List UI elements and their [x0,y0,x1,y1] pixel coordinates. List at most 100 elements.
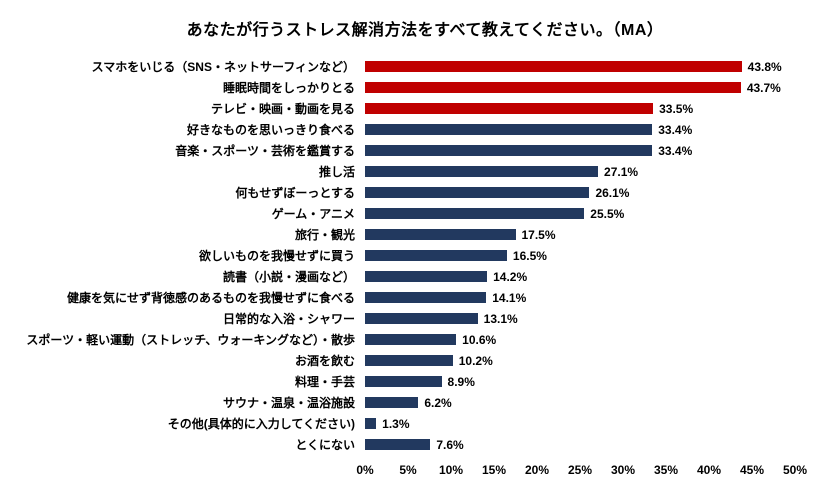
category-label: サウナ・温泉・温浴施設 [222,396,355,410]
bar-plot-area: 43.8% [365,56,795,77]
category-label: テレビ・映画・動画を見る [210,102,355,116]
category-label: スマホをいじる（SNS・ネットサーフィンなど） [91,60,355,74]
value-label: 27.1% [604,164,639,179]
bar-row: 料理・手芸 8.9% [10,371,840,392]
x-tick-label: 5% [399,463,417,477]
bar [365,166,599,177]
bar-plot-area: 7.6% [365,434,795,455]
x-axis: 0% 5% 10% 15% 20% 25% 30% 35% 40% 45% 50% [356,463,807,481]
bar [365,271,488,282]
value-label: 26.1% [595,185,630,200]
bar-row: お酒を飲む 10.2% [10,350,840,371]
bar-row: ゲーム・アニメ 25.5% [10,203,840,224]
bar-rows: スマホをいじる（SNS・ネットサーフィンなど） 43.8% 睡眠時間をしっかりとる 4… [10,56,840,455]
category-label: 好きなものを思いっきり食べる [186,123,355,137]
category-label: 健康を気にせず背徳感のあるものを我慢せずに食べる [66,291,355,305]
x-tick-label: 30% [610,463,636,477]
value-label: 17.5% [521,227,556,242]
value-label: 16.5% [512,248,547,263]
x-tick-label: 45% [739,463,765,477]
bar [365,418,377,429]
value-label: 10.6% [462,332,497,347]
category-label: 読書（小説・漫画など） [222,270,355,284]
category-label: 何もせずぼーっとする [235,186,355,200]
x-tick-label: 50% [782,463,808,477]
bar-plot-area: 1.3% [365,413,795,434]
bar-row: 好きなものを思いっきり食べる 33.4% [10,119,840,140]
bar-plot-area: 10.2% [365,350,795,371]
bar-row: 何もせずぼーっとする 26.1% [10,182,840,203]
bar-row: 睡眠時間をしっかりとる 43.7% [10,77,840,98]
category-label: 音楽・スポーツ・芸術を鑑賞する [175,144,355,158]
value-label: 43.8% [747,59,782,74]
bar-plot-area: 14.2% [365,266,795,287]
chart-title: あなたが行うストレス解消方法をすべて教えてください。（MA） [186,22,664,39]
bar-plot-area: 10.6% [365,329,795,350]
bar-plot-area: 26.1% [365,182,795,203]
bar [365,397,419,408]
x-tick-label: 0% [356,463,374,477]
bar [365,82,741,93]
bar-row: 日常的な入浴・シャワー 13.1% [10,308,840,329]
bar-plot-area: 6.2% [365,392,795,413]
x-tick-label: 35% [653,463,679,477]
bar [365,250,507,261]
category-label: スポーツ・軽い運動（ストレッチ、ウォーキングなど）・散歩 [26,333,355,347]
bar-row: スマホをいじる（SNS・ネットサーフィンなど） 43.8% [10,56,840,77]
category-label: 推し活 [318,165,355,179]
value-label: 7.6% [436,437,464,452]
bar-plot-area: 17.5% [365,224,795,245]
value-label: 25.5% [590,206,625,221]
value-label: 1.3% [382,416,410,431]
x-tick-label: 40% [696,463,722,477]
x-tick-label: 15% [481,463,507,477]
bar [365,229,516,240]
category-label: お酒を飲む [294,354,355,368]
bar-row: 音楽・スポーツ・芸術を鑑賞する 33.4% [10,140,840,161]
category-label: 欲しいものを我慢せずに買う [198,249,355,263]
bar [365,208,585,219]
bar-plot-area: 14.1% [365,287,795,308]
bar [365,355,453,366]
bar [365,376,442,387]
bar [365,124,653,135]
value-label: 13.1% [483,311,518,326]
value-label: 6.2% [424,395,452,410]
bar [365,61,742,72]
bar-plot-area: 8.9% [365,371,795,392]
bar-row: とくにない 7.6% [10,434,840,455]
x-tick-label: 10% [438,463,464,477]
value-label: 14.1% [492,290,527,305]
bar [365,187,590,198]
bar-row: 健康を気にせず背徳感のあるものを我慢せずに食べる 14.1% [10,287,840,308]
bar-plot-area: 33.4% [365,140,795,161]
bar-plot-area: 13.1% [365,308,795,329]
bar-row: テレビ・映画・動画を見る 33.5% [10,98,840,119]
bar-plot-area: 43.7% [365,77,795,98]
value-label: 8.9% [447,374,475,389]
bar [365,145,653,156]
value-label: 33.4% [658,143,693,158]
bar-row: サウナ・温泉・温浴施設 6.2% [10,392,840,413]
bar-plot-area: 16.5% [365,245,795,266]
x-tick-label: 25% [567,463,593,477]
bar-plot-area: 25.5% [365,203,795,224]
bar-row: 推し活 27.1% [10,161,840,182]
category-label: 日常的な入浴・シャワー [222,312,355,326]
bar [365,292,487,303]
bar [365,103,654,114]
bar-row: 欲しいものを我慢せずに買う 16.5% [10,245,840,266]
category-label: その他(具体的に入力してください) [167,417,355,431]
bar-row: その他(具体的に入力してください) 1.3% [10,413,840,434]
value-label: 33.5% [659,101,694,116]
value-label: 14.2% [493,269,528,284]
category-label: 料理・手芸 [294,375,355,389]
bar [365,439,431,450]
category-label: 睡眠時間をしっかりとる [222,81,355,95]
bar [365,313,478,324]
bar-row: 旅行・観光 17.5% [10,224,840,245]
bar-row: スポーツ・軽い運動（ストレッチ、ウォーキングなど）・散歩 10.6% [10,329,840,350]
category-label: 旅行・観光 [294,228,355,242]
value-label: 10.2% [458,353,493,368]
